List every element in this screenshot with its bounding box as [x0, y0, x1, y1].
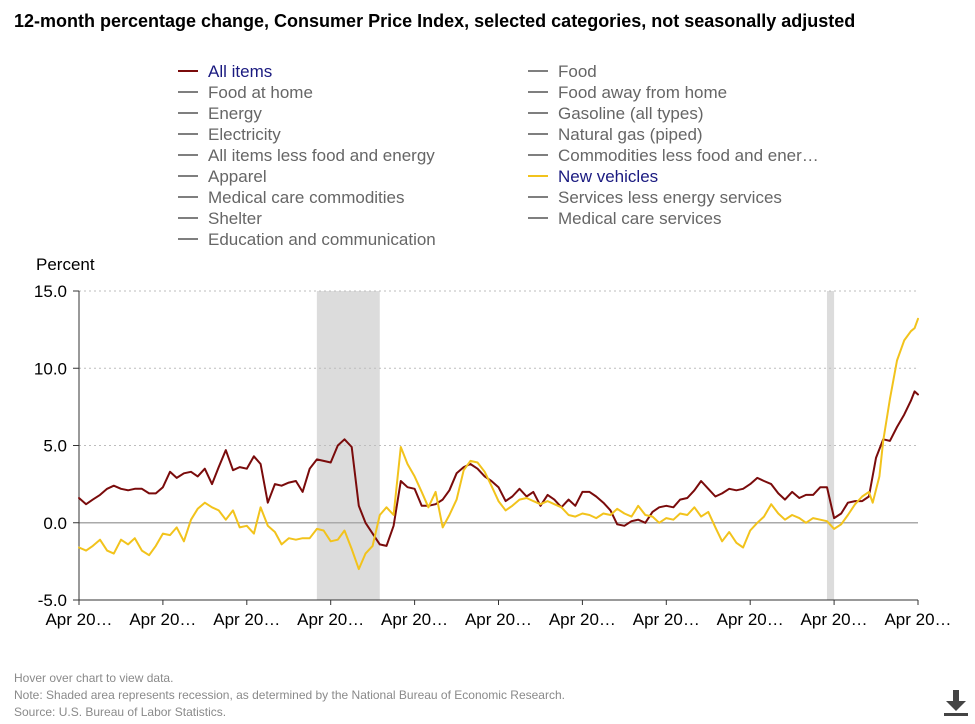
y-axis-label: Percent	[36, 255, 95, 274]
legend-label: Apparel	[208, 167, 267, 186]
legend-swatch	[178, 112, 198, 115]
x-tick-label: Apr 20…	[465, 610, 532, 629]
x-tick-label: Apr 20…	[213, 610, 280, 629]
legend-swatch	[528, 133, 548, 136]
download-button[interactable]	[942, 688, 970, 718]
legend-label: Food at home	[208, 83, 313, 102]
legend-item[interactable]: Food at home	[178, 82, 313, 103]
legend-label: Energy	[208, 104, 262, 123]
hover-note: Hover over chart to view data.	[14, 671, 174, 685]
legend-swatch	[528, 154, 548, 157]
footer: Hover over chart to view data. Note: Sha…	[14, 670, 565, 721]
legend-item[interactable]: Gasoline (all types)	[528, 103, 704, 124]
y-tick-label: 15.0	[34, 282, 67, 301]
legend-item[interactable]: New vehicles	[528, 166, 658, 187]
legend-item[interactable]: Natural gas (piped)	[528, 124, 703, 145]
legend-label: Commodities less food and ener…	[558, 146, 819, 165]
legend-swatch	[528, 112, 548, 115]
legend-swatch	[178, 91, 198, 94]
x-tick-label: Apr 20…	[129, 610, 196, 629]
legend-item[interactable]: Energy	[178, 103, 262, 124]
legend-item[interactable]: Food away from home	[528, 82, 727, 103]
x-tick-label: Apr 20…	[297, 610, 364, 629]
recession-note: Note: Shaded area represents recession, …	[14, 688, 565, 702]
grid-lines	[79, 290, 918, 601]
legend-label: Education and communication	[208, 230, 436, 249]
x-tick-label: Apr 20…	[717, 610, 784, 629]
legend-label: Food away from home	[558, 83, 728, 102]
legend-swatch	[178, 238, 198, 241]
legend-swatch	[178, 175, 198, 178]
legend-item[interactable]: Electricity	[178, 124, 281, 145]
source-note: Source: U.S. Bureau of Labor Statistics.	[14, 705, 227, 719]
series-lines	[78, 317, 919, 571]
y-tick-label: -5.0	[38, 591, 67, 610]
legend-label: Medical care commodities	[208, 188, 405, 207]
legend-label: All items	[208, 62, 273, 81]
legend-item[interactable]: All items less food and energy	[178, 145, 435, 166]
legend-swatch	[528, 91, 548, 94]
x-tick-label: Apr 20…	[884, 610, 951, 629]
legend-item[interactable]: Education and communication	[178, 229, 436, 250]
y-tick-label: 0.0	[43, 514, 67, 533]
y-tick-label: 5.0	[43, 437, 67, 456]
series-line	[78, 390, 919, 547]
legend-label: All items less food and energy	[208, 146, 435, 165]
legend-swatch	[528, 70, 548, 73]
legend-label: Medical care services	[558, 209, 722, 228]
legend-label: Natural gas (piped)	[558, 125, 703, 144]
download-icon	[944, 690, 968, 716]
legend-item[interactable]: Commodities less food and ener…	[528, 145, 819, 166]
legend-label: Services less energy services	[558, 188, 782, 207]
x-tick-label: Apr 20…	[45, 610, 112, 629]
legend-item[interactable]: Services less energy services	[528, 187, 782, 208]
legend-swatch	[178, 70, 198, 73]
x-tick-label: Apr 20…	[633, 610, 700, 629]
legend-item[interactable]: Shelter	[178, 208, 262, 229]
legend-item[interactable]: All items	[178, 61, 272, 82]
legend-swatch	[178, 217, 198, 220]
legend-swatch	[528, 217, 548, 220]
legend-label: Food	[558, 62, 597, 81]
x-tick-label: Apr 20…	[381, 610, 448, 629]
legend-swatch	[178, 196, 198, 199]
legend-item[interactable]: Apparel	[178, 166, 267, 187]
x-tick-label: Apr 20…	[549, 610, 616, 629]
legend-item[interactable]: Medical care services	[528, 208, 721, 229]
x-tick-label: Apr 20…	[801, 610, 868, 629]
legend-swatch	[528, 175, 548, 178]
legend-swatch	[528, 196, 548, 199]
series-line	[78, 317, 919, 571]
legend-item[interactable]: Food	[528, 61, 597, 82]
legend-swatch	[178, 154, 198, 157]
legend-label: Shelter	[208, 209, 262, 228]
chart-title: 12-month percentage change, Consumer Pri…	[14, 11, 856, 31]
legend-item[interactable]: Medical care commodities	[178, 187, 405, 208]
legend-label: New vehicles	[558, 167, 659, 186]
legend-label: Gasoline (all types)	[558, 104, 704, 123]
chart-plot[interactable]: 15.010.05.00.0-5.0 Apr 20… Apr 20… Apr 20……	[0, 0, 975, 660]
y-tick-label: 10.0	[34, 359, 67, 378]
y-axis-ticks: 15.0 10.0 5.0 0.0 -5.0	[34, 282, 79, 610]
legend-swatch	[178, 133, 198, 136]
legend-label: Electricity	[208, 125, 281, 144]
x-axis-ticks: Apr 20… Apr 20… Apr 20… Apr 20… Apr 20… Apr 2…	[45, 600, 952, 629]
